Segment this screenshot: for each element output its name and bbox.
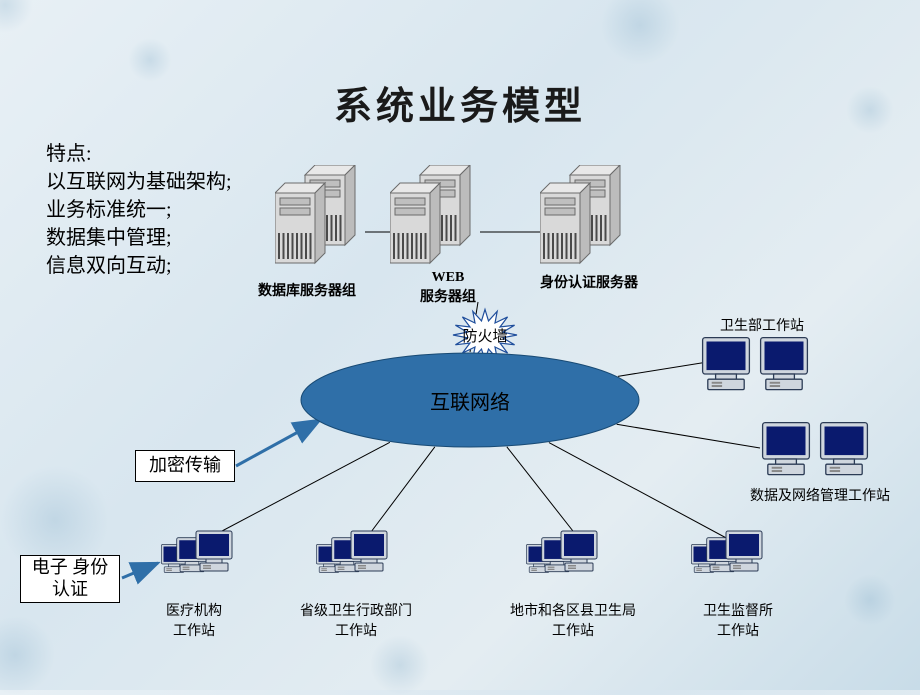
monitor-icon: [700, 335, 752, 400]
server-icon: [275, 165, 365, 270]
workstation-group: [160, 530, 250, 580]
workstation-label: 医疗机构 工作站: [166, 600, 222, 640]
workstation-label: 卫生部工作站: [720, 315, 804, 335]
monitor-icon: [818, 420, 870, 485]
server-label: 数据库服务器组: [258, 280, 356, 300]
auth-label: 电子 身份认证: [29, 557, 111, 600]
features-block: 特点: 以互联网为基础架构;业务标准统一;数据集中管理;信息双向互动;: [46, 140, 232, 280]
network-cloud-label: 互联网络: [300, 386, 640, 415]
monitor-icon: [559, 529, 599, 580]
workstation-label: 省级卫生行政部门 工作站: [300, 600, 412, 640]
encrypt-box: 加密传输: [135, 450, 235, 482]
workstation-group: [315, 530, 405, 580]
monitor-icon: [758, 335, 810, 400]
monitor-icon: [724, 529, 764, 580]
workstation-label: 卫生监督所 工作站: [703, 600, 773, 640]
page-title: 系统业务模型: [0, 75, 920, 130]
workstation-group: [690, 530, 780, 580]
server-label: 身份认证服务器: [540, 272, 638, 292]
server-icon: [390, 165, 480, 270]
workstation-group: [525, 530, 615, 580]
feature-line: 数据集中管理;: [46, 224, 232, 252]
monitor-icon: [760, 420, 812, 485]
workstation-label: 数据及网络管理工作站: [750, 485, 890, 505]
server-icon: [540, 165, 630, 270]
auth-box: 电子 身份认证: [20, 555, 120, 603]
feature-line: 业务标准统一;: [46, 196, 232, 224]
workstation-label: 地市和各区县卫生局 工作站: [510, 600, 636, 640]
monitor-icon: [349, 529, 389, 580]
encrypt-label: 加密传输: [149, 455, 221, 477]
features-heading: 特点:: [46, 140, 232, 168]
server-label: WEB 服务器组: [420, 270, 476, 306]
monitor-icon: [194, 529, 234, 580]
firewall-label: 防火墙: [435, 325, 535, 346]
feature-line: 以互联网为基础架构;: [46, 168, 232, 196]
feature-line: 信息双向互动;: [46, 252, 232, 280]
network-cloud: 互联网络: [300, 352, 640, 453]
